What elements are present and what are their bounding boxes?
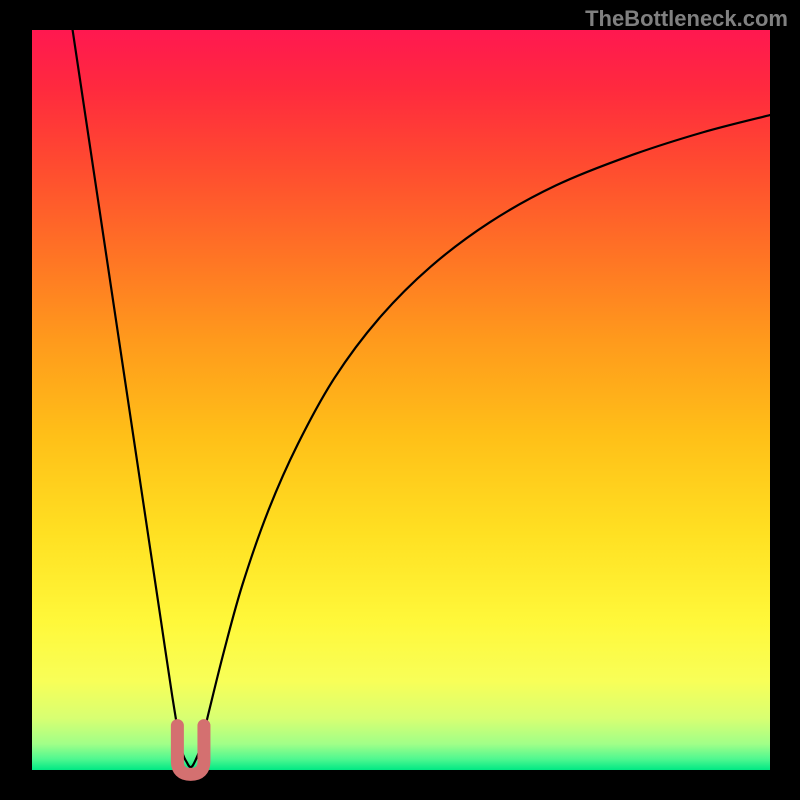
plot-gradient-background [32,30,770,770]
chart-container: TheBottleneck.com [0,0,800,800]
bottleneck-chart [0,0,800,800]
watermark-text: TheBottleneck.com [585,6,788,32]
